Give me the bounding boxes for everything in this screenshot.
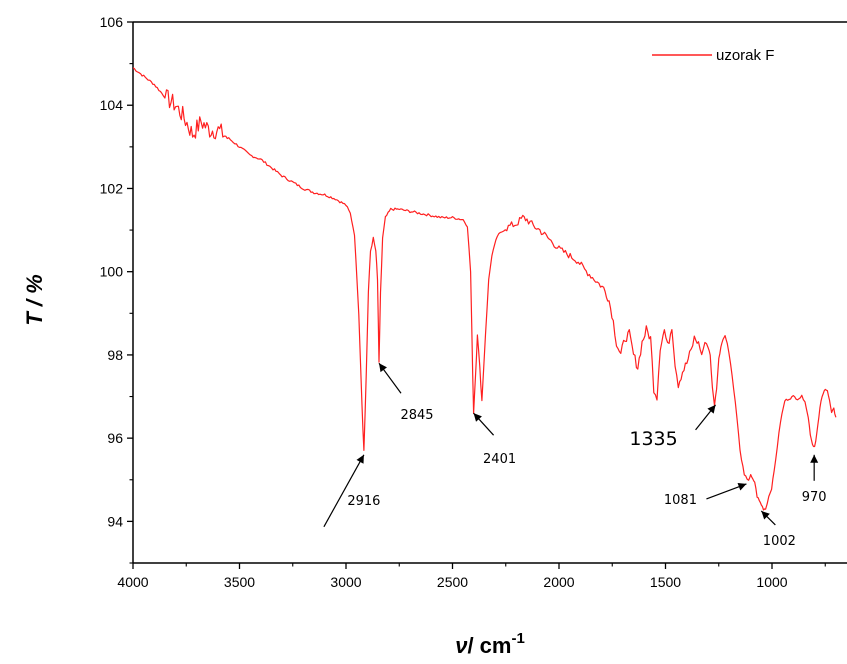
- annotation-arrowhead: [379, 363, 387, 373]
- annotation-label: 1081: [664, 493, 697, 508]
- annotation-arrowhead: [356, 454, 364, 464]
- x-tick-label: 4000: [117, 574, 148, 590]
- x-tick-label: 1500: [650, 574, 681, 590]
- annotation-arrowhead: [473, 413, 482, 422]
- y-tick-label: 96: [107, 430, 123, 446]
- annotation-arrowhead: [761, 510, 770, 520]
- x-tick-label: 2500: [437, 574, 468, 590]
- x-axis-title: ν/ cm-1: [455, 630, 525, 658]
- legend-label-uzorak-f: uzorak F: [716, 47, 774, 64]
- y-axis-title: T / %: [22, 274, 47, 325]
- x-axis-symbol: ν: [455, 633, 468, 658]
- annotation-label: 2916: [347, 494, 380, 509]
- x-tick-label: 2000: [543, 574, 574, 590]
- peak-annotations: 2916 2845 2401 1335 1081 1002 970: [323, 362, 827, 549]
- x-tick-label: 1000: [756, 574, 787, 590]
- axis-ticks: [127, 21, 826, 569]
- annotation-label: 1002: [763, 534, 796, 549]
- legend: uzorak F: [652, 47, 774, 64]
- y-tick-label: 106: [100, 14, 124, 30]
- x-axis-exponent: -1: [511, 630, 524, 647]
- axis-tick-labels: 4000 3500 3000 2500 2000 1500 1000 94 96 98 100 102…: [100, 14, 788, 590]
- x-axis-unit: / cm: [467, 633, 511, 658]
- x-tick-label: 3500: [224, 574, 255, 590]
- y-tick-label: 102: [100, 180, 124, 196]
- annotation-arrowhead: [810, 454, 819, 463]
- annotation-label: 970: [802, 490, 827, 505]
- y-tick-label: 104: [100, 97, 124, 113]
- annotation-arrowhead: [707, 404, 716, 414]
- series-line-uzorak-f: [133, 67, 837, 511]
- y-tick-label: 94: [107, 513, 123, 529]
- y-tick-label: 100: [100, 264, 124, 280]
- annotation-label: 2845: [400, 408, 433, 423]
- annotation-label: 1335: [629, 428, 677, 450]
- annotation-label: 2401: [483, 452, 516, 467]
- annotation-arrow: [323, 454, 365, 528]
- annotation-arrowhead: [737, 482, 747, 491]
- x-tick-label: 3000: [330, 574, 361, 590]
- y-tick-label: 98: [107, 347, 123, 363]
